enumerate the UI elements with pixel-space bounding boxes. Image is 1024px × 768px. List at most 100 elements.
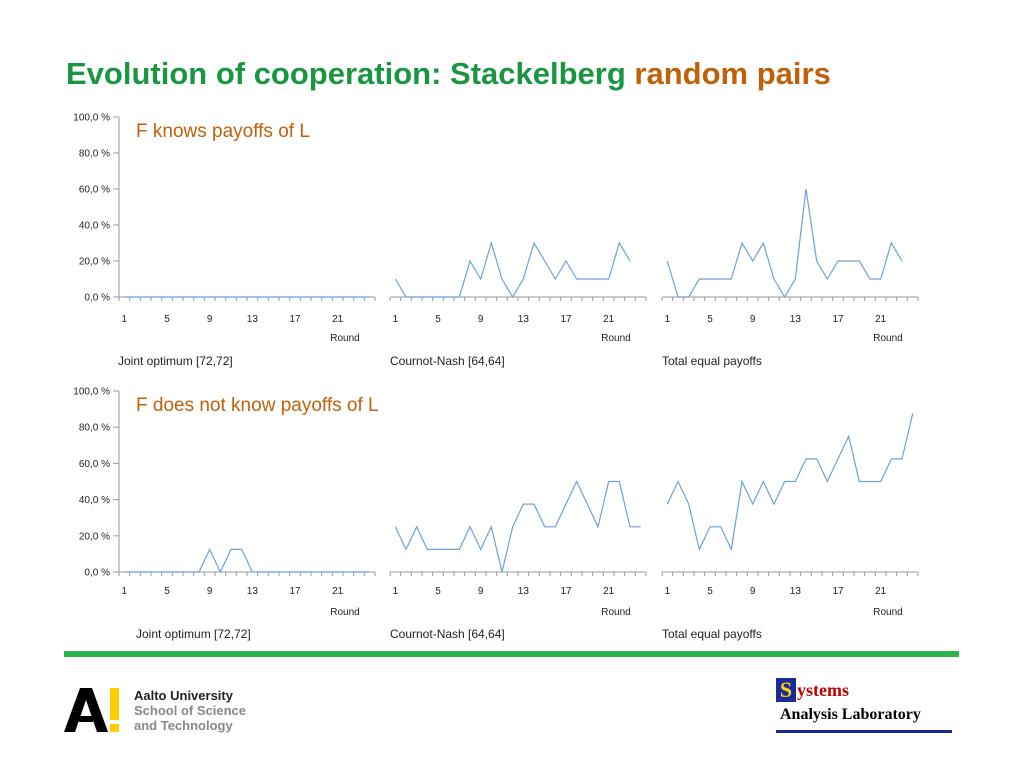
data-point [533,242,535,244]
data-point [337,571,339,573]
data-point [688,503,690,505]
data-point [294,571,296,573]
x-axis-title: Round [601,333,630,344]
data-point [901,260,903,262]
series-line [394,480,641,573]
data-point [187,296,189,298]
x-tick-label: 1 [665,314,671,325]
charts-area: F knows payoffs of L 0,0 % 20,0 % 40,0 % 60,… [73,113,919,641]
data-point [315,296,317,298]
x-tick-label: 1 [665,586,671,597]
sal-logo: S ystems Analysis Laboratory [776,678,956,738]
x-tick-label: 17 [832,314,844,325]
data-point [198,571,200,573]
data-point [608,278,610,280]
y-tick-label: 80,0 % [79,149,110,160]
data-point [305,571,307,573]
y-tick-label: 20,0 % [79,257,110,268]
y-tick-label: 60,0 % [79,185,110,196]
x-tick-label: 21 [332,586,344,597]
x-tick-label: 13 [247,314,259,325]
data-point [629,526,631,528]
data-point [326,296,328,298]
aalto-name: Aalto University [134,688,233,703]
data-point [666,503,668,505]
x-tick-label: 5 [435,586,441,597]
data-point [134,296,136,298]
data-point [794,278,796,280]
data-point [880,481,882,483]
data-point [709,526,711,528]
data-point [273,296,275,298]
x-tick-label: 17 [289,314,301,325]
x-axis-title: Round [330,607,359,618]
x-tick-label: 5 [164,586,170,597]
data-point [565,260,567,262]
data-point [187,571,189,573]
data-point [241,548,243,550]
x-tick-label: 17 [560,586,572,597]
sal-s-letter: S [776,678,796,702]
data-point [554,278,556,280]
data-point [912,413,914,415]
data-point [901,458,903,460]
data-point [869,278,871,280]
data-point [501,571,503,573]
title-main: Evolution of cooperation: Stackelberg [66,56,626,91]
data-point [597,278,599,280]
x-tick-label: 21 [332,314,344,325]
data-point [198,296,200,298]
data-point [480,278,482,280]
data-point [145,296,147,298]
data-point [512,526,514,528]
data-point [469,526,471,528]
data-point [166,296,168,298]
x-tick-label: 5 [707,586,713,597]
x-axis-title: Round [330,333,359,344]
data-point [347,571,349,573]
data-point [166,571,168,573]
x-tick-label: 13 [247,586,259,597]
data-point [315,571,317,573]
x-tick-label: 21 [603,314,615,325]
data-point [565,503,567,505]
data-point [405,296,407,298]
data-point [458,296,460,298]
data-point [405,548,407,550]
data-point [123,571,125,573]
data-point [826,278,828,280]
data-point [283,296,285,298]
data-point [273,571,275,573]
chart-caption: Joint optimum [72,72] [136,627,251,641]
chart-caption: Joint optimum [72,72] [118,354,233,368]
x-tick-label: 9 [478,314,484,325]
data-point [347,296,349,298]
data-point [837,458,839,460]
data-point [145,571,147,573]
data-point [773,503,775,505]
data-point [448,548,450,550]
sal-underline [776,730,952,733]
data-point [848,260,850,262]
x-tick-label: 13 [790,314,802,325]
data-point [618,242,620,244]
data-point [826,481,828,483]
data-point [869,481,871,483]
data-point [123,296,125,298]
data-point [730,278,732,280]
data-point [698,278,700,280]
data-point [358,296,360,298]
x-tick-label: 1 [122,314,128,325]
data-point [394,526,396,528]
data-point [752,260,754,262]
data-point [816,458,818,460]
x-tick-label: 1 [122,586,128,597]
data-point [177,571,179,573]
data-point [618,481,620,483]
data-point [762,481,764,483]
x-tick-label: 17 [832,586,844,597]
data-point [762,242,764,244]
data-point [283,571,285,573]
data-point [369,296,371,298]
data-point [544,526,546,528]
